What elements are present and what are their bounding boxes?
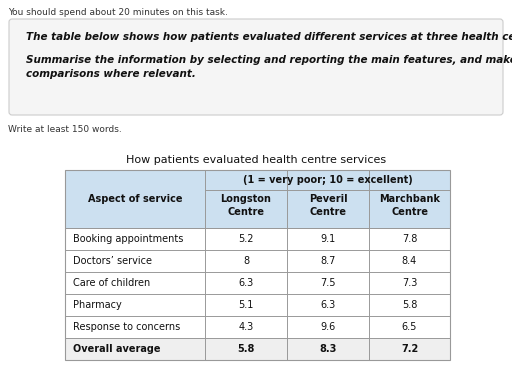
Text: 8.3: 8.3 <box>319 344 337 354</box>
Text: (1 = very poor; 10 = excellent): (1 = very poor; 10 = excellent) <box>243 175 412 185</box>
Text: 6.3: 6.3 <box>321 300 336 310</box>
Text: 6.3: 6.3 <box>239 278 253 288</box>
Text: Marchbank
Centre: Marchbank Centre <box>379 194 440 217</box>
Text: Peveril
Centre: Peveril Centre <box>309 194 347 217</box>
Text: 5.8: 5.8 <box>238 344 254 354</box>
Text: You should spend about 20 minutes on this task.: You should spend about 20 minutes on thi… <box>8 8 228 17</box>
Text: 7.5: 7.5 <box>320 278 336 288</box>
Bar <box>65 170 450 360</box>
Text: 5.2: 5.2 <box>238 234 254 244</box>
Text: 8: 8 <box>243 256 249 266</box>
Text: Overall average: Overall average <box>73 344 160 354</box>
Text: 7.2: 7.2 <box>401 344 418 354</box>
Text: The table below shows how patients evaluated different services at three health : The table below shows how patients evalu… <box>26 32 512 42</box>
Text: Write at least 150 words.: Write at least 150 words. <box>8 125 122 134</box>
Text: 8.7: 8.7 <box>321 256 336 266</box>
Text: 9.1: 9.1 <box>321 234 336 244</box>
Text: Pharmacy: Pharmacy <box>73 300 122 310</box>
Text: Doctors’ service: Doctors’ service <box>73 256 152 266</box>
Text: 5.1: 5.1 <box>238 300 253 310</box>
Text: Aspect of service: Aspect of service <box>88 194 182 204</box>
Bar <box>65 338 450 360</box>
Bar <box>65 170 450 228</box>
FancyBboxPatch shape <box>9 19 503 115</box>
Text: Summarise the information by selecting and reporting the main features, and make: Summarise the information by selecting a… <box>26 55 512 79</box>
Text: Care of children: Care of children <box>73 278 150 288</box>
Text: How patients evaluated health centre services: How patients evaluated health centre ser… <box>126 155 386 165</box>
Bar <box>65 228 450 360</box>
Text: 6.5: 6.5 <box>402 322 417 332</box>
Text: 5.8: 5.8 <box>402 300 417 310</box>
Text: Booking appointments: Booking appointments <box>73 234 183 244</box>
Text: 8.4: 8.4 <box>402 256 417 266</box>
Text: 4.3: 4.3 <box>239 322 253 332</box>
Text: Response to concerns: Response to concerns <box>73 322 180 332</box>
Text: 7.8: 7.8 <box>402 234 417 244</box>
Text: Longston
Centre: Longston Centre <box>221 194 271 217</box>
Text: 9.6: 9.6 <box>321 322 336 332</box>
Text: 7.3: 7.3 <box>402 278 417 288</box>
